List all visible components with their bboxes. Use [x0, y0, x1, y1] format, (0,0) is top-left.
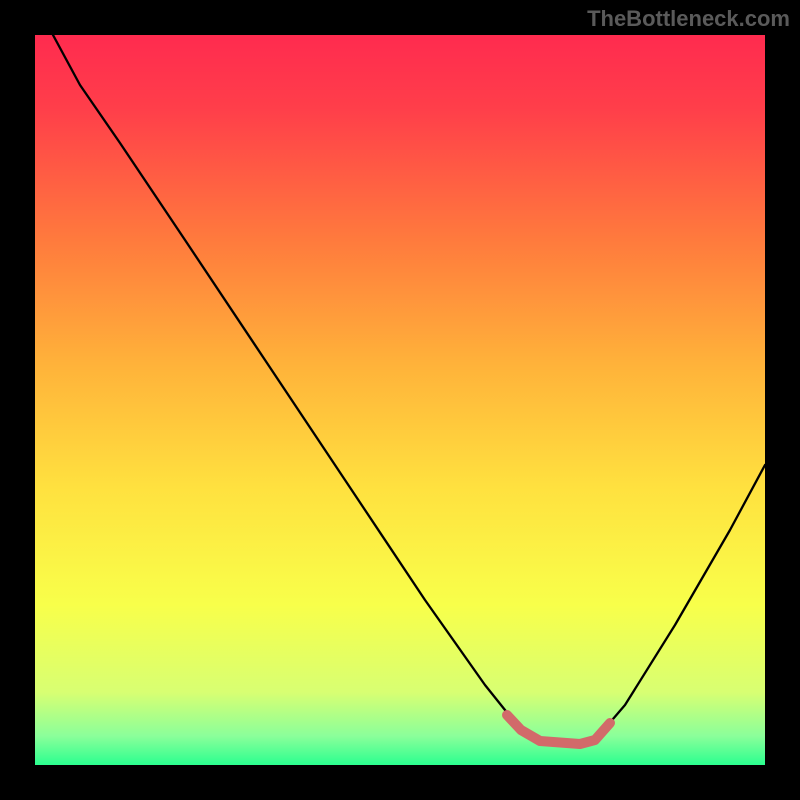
watermark-label: TheBottleneck.com [587, 6, 790, 32]
plot-svg [35, 35, 765, 765]
chart-frame: TheBottleneck.com [0, 0, 800, 800]
plot-area [35, 35, 765, 765]
